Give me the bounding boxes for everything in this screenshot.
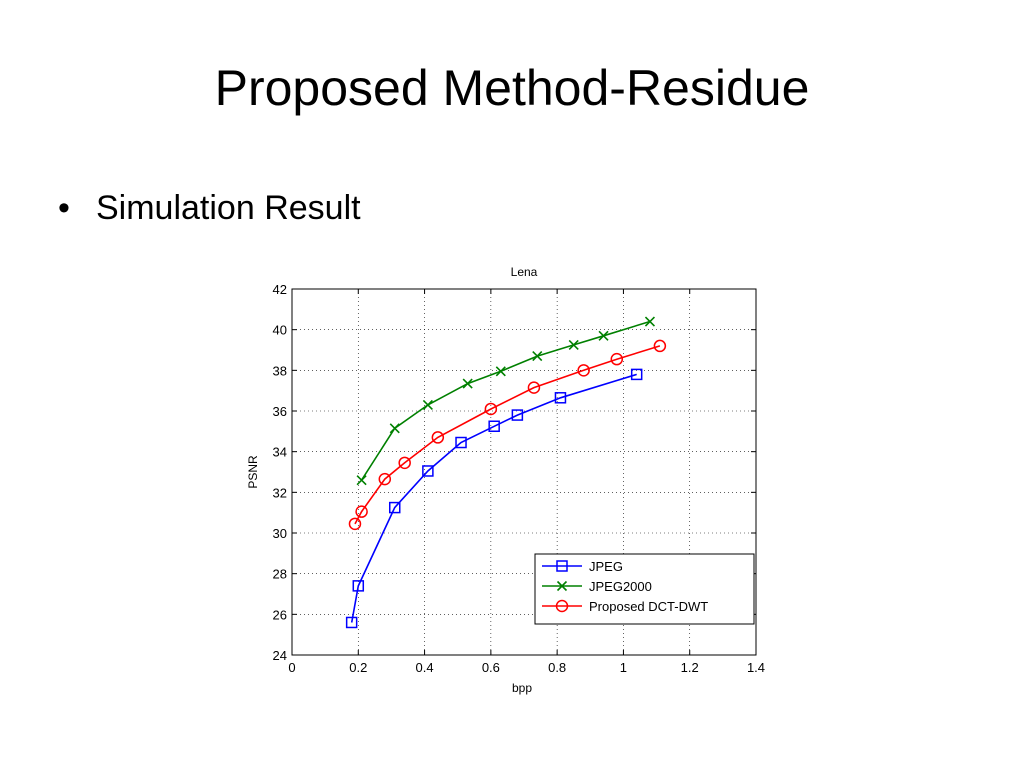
data-point-jpeg2000 (568, 339, 579, 350)
y-tick-label: 38 (273, 363, 287, 378)
data-series (345, 316, 667, 629)
data-point-jpeg2000 (532, 351, 543, 362)
y-tick-label: 24 (273, 648, 287, 663)
data-point-jpeg (511, 409, 524, 421)
data-point-proposed-dct-dwt (610, 352, 624, 366)
data-point-jpeg2000 (644, 316, 656, 327)
legend-label-jpeg2000: JPEG2000 (589, 579, 652, 594)
series-proposed-dct-dwt (348, 339, 667, 531)
data-point-proposed-dct-dwt (653, 339, 667, 353)
data-point-jpeg2000 (462, 378, 473, 389)
x-tick-label: 0.4 (416, 660, 434, 675)
data-point-proposed-dct-dwt (431, 431, 445, 444)
data-point-proposed-dct-dwt (527, 381, 541, 394)
y-tick-label: 32 (273, 485, 287, 500)
data-point-proposed-dct-dwt (348, 517, 362, 531)
bullet-text: Simulation Result (96, 189, 361, 227)
data-point-jpeg (422, 465, 434, 477)
data-point-jpeg2000 (422, 399, 433, 410)
axis-ticks: 0 0.2 0.4 0.6 0.8 1 1.2 1.4 24 26 28 30 32 34 36 38 40 42 (273, 282, 766, 675)
legend-items: JPEG JPEG2000 Proposed DCT-DWT (542, 559, 708, 614)
data-point-jpeg (352, 580, 365, 592)
data-point-jpeg (488, 420, 500, 432)
x-tick-label: 1.4 (747, 660, 765, 675)
data-point-jpeg2000 (389, 423, 400, 434)
data-point-jpeg (388, 501, 401, 514)
y-tick-label: 28 (273, 567, 287, 582)
slide-title: Proposed Method-Residue (214, 60, 810, 116)
bullet-symbol: • (58, 189, 70, 227)
data-point-proposed-dct-dwt (378, 472, 392, 486)
series-line-jpeg (350, 373, 637, 623)
x-tick-label: 1 (620, 660, 627, 675)
x-axis-label: bpp (512, 681, 532, 695)
series-jpeg2000 (356, 316, 656, 486)
legend-label-proposed-dct-dwt: Proposed DCT-DWT (589, 599, 708, 614)
chart-title: Lena (511, 265, 538, 279)
x-tick-label: 0.8 (548, 660, 566, 675)
y-tick-label: 42 (273, 282, 287, 297)
legend-marker-jpeg (556, 560, 568, 572)
legend-item-jpeg: JPEG (542, 559, 623, 574)
y-tick-label: 36 (273, 404, 287, 419)
data-point-jpeg (630, 368, 643, 381)
y-tick-label: 34 (273, 445, 287, 460)
y-tick-label: 40 (273, 323, 287, 338)
legend-marker-proposed-dct-dwt (555, 599, 569, 613)
x-tick-label: 0.6 (482, 660, 500, 675)
data-point-jpeg (345, 616, 358, 629)
series-jpeg (345, 368, 643, 629)
legend-label-jpeg: JPEG (589, 559, 623, 574)
y-tick-label: 30 (273, 526, 287, 541)
x-tick-label: 0 (288, 660, 295, 675)
legend-item-jpeg2000: JPEG2000 (542, 579, 652, 594)
data-point-proposed-dct-dwt (398, 456, 411, 470)
x-tick-label: 0.2 (349, 660, 367, 675)
data-point-jpeg2000 (495, 366, 506, 377)
data-point-jpeg (455, 436, 467, 449)
legend-marker-jpeg2000 (556, 580, 568, 592)
data-point-proposed-dct-dwt (355, 505, 368, 518)
data-point-jpeg2000 (356, 475, 367, 486)
y-tick-label: 26 (273, 607, 287, 622)
x-tick-label: 1.2 (681, 660, 699, 675)
y-axis-label: PSNR (246, 455, 260, 489)
data-point-proposed-dct-dwt (484, 402, 498, 416)
data-point-jpeg (554, 392, 567, 404)
bullet-item: • Simulation Result (58, 188, 361, 229)
series-line-proposed-dct-dwt (354, 345, 661, 525)
data-point-proposed-dct-dwt (577, 364, 590, 377)
plot-frame (291, 288, 757, 656)
legend-item-proposed-dct-dwt: Proposed DCT-DWT (542, 599, 708, 614)
legend: JPEG JPEG2000 Proposed DCT-DWT (534, 553, 755, 625)
data-point-jpeg2000 (598, 330, 609, 341)
